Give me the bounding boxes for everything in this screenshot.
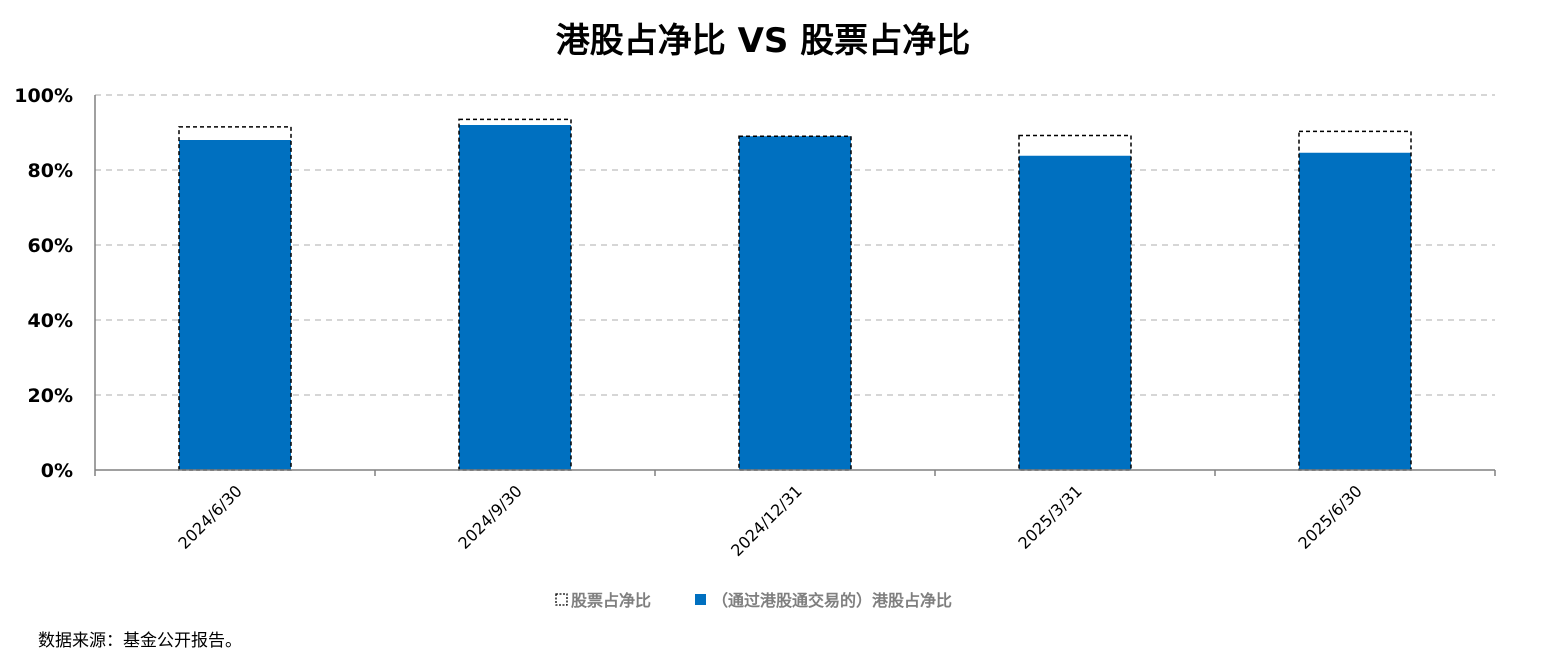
x-tick-label: 2024/9/30: [454, 481, 525, 552]
bar-hk-stock-ratio: [739, 136, 851, 470]
y-tick-label: 0%: [41, 460, 73, 482]
axes: [94, 95, 1496, 476]
bar-stock-ratio-outline: [1018, 134, 1132, 471]
chart: 港股占净比 VS 股票占净比 0% 20% 40% 60% 80% 100% 2024/6…: [14, 21, 1496, 610]
x-tick-label: 2024/6/30: [174, 481, 245, 552]
y-tick-label: 40%: [28, 310, 73, 332]
bars: [178, 118, 1412, 471]
bar-hk-stock-ratio: [179, 140, 291, 470]
x-axis-ticks: 2024/6/30 2024/9/30 2024/12/31 2025/3/31 202…: [174, 481, 1365, 560]
source-note: 数据来源：基金公开报告。: [38, 631, 242, 651]
legend-swatch-stock-ratio: [555, 593, 568, 606]
y-tick-label: 60%: [28, 235, 73, 257]
legend-label-stock-ratio: 股票占净比: [571, 591, 651, 610]
bar-hk-stock-ratio: [1019, 155, 1131, 470]
bar-stock-ratio-outline: [738, 135, 852, 471]
bar-hk-stock-ratio: [1299, 152, 1411, 470]
y-tick-label: 20%: [28, 385, 73, 407]
x-tick-label: 2025/6/30: [1294, 481, 1365, 552]
x-tick-label: 2025/3/31: [1014, 481, 1085, 552]
y-tick-label: 100%: [14, 85, 73, 107]
y-tick-label: 80%: [28, 160, 73, 182]
legend-swatch-hk-stock-ratio: [695, 594, 706, 605]
grid-lines: [95, 94, 1495, 396]
x-tick-label: 2024/12/31: [727, 481, 806, 560]
chart-title: 港股占净比 VS 股票占净比: [556, 21, 970, 61]
bar-hk-stock-ratio: [459, 125, 571, 470]
legend: 股票占净比 （通过港股通交易的）港股占净比: [555, 591, 952, 610]
legend-label-hk-stock-ratio: （通过港股通交易的）港股占净比: [712, 591, 952, 610]
y-axis-ticks: 0% 20% 40% 60% 80% 100%: [14, 85, 73, 482]
